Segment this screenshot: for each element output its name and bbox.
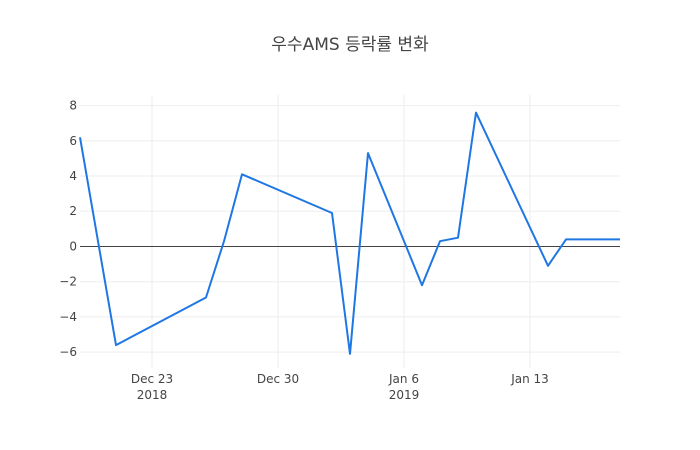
y-tick-label: 8 (69, 99, 77, 113)
series-layer (79, 111, 621, 355)
axes: Dec 23 2018 Dec 30 Jan 6 2019 Jan 13 −6 −4 −2 0 2 4… (59, 99, 549, 402)
y-tick-label: −6 (59, 345, 77, 359)
grid (80, 95, 620, 368)
x-tick-label: Jan 6 (388, 372, 419, 386)
y-tick-label: 0 (69, 239, 77, 253)
x-tick-label: Dec 30 (257, 372, 299, 386)
series-line (79, 111, 620, 355)
y-tick-label: 6 (69, 134, 77, 148)
x-tick-label: Dec 23 (131, 372, 173, 386)
y-tick-label: 4 (69, 169, 77, 183)
x-tick-label: Jan 13 (510, 372, 549, 386)
y-tick-label: −4 (59, 310, 77, 324)
x-tick-year-label: 2019 (389, 388, 420, 402)
y-tick-label: 2 (69, 204, 77, 218)
x-tick-year-label: 2018 (137, 388, 168, 402)
chart-title: 우수AMS 등락률 변화 (271, 35, 429, 55)
y-tick-label: −2 (59, 275, 77, 289)
